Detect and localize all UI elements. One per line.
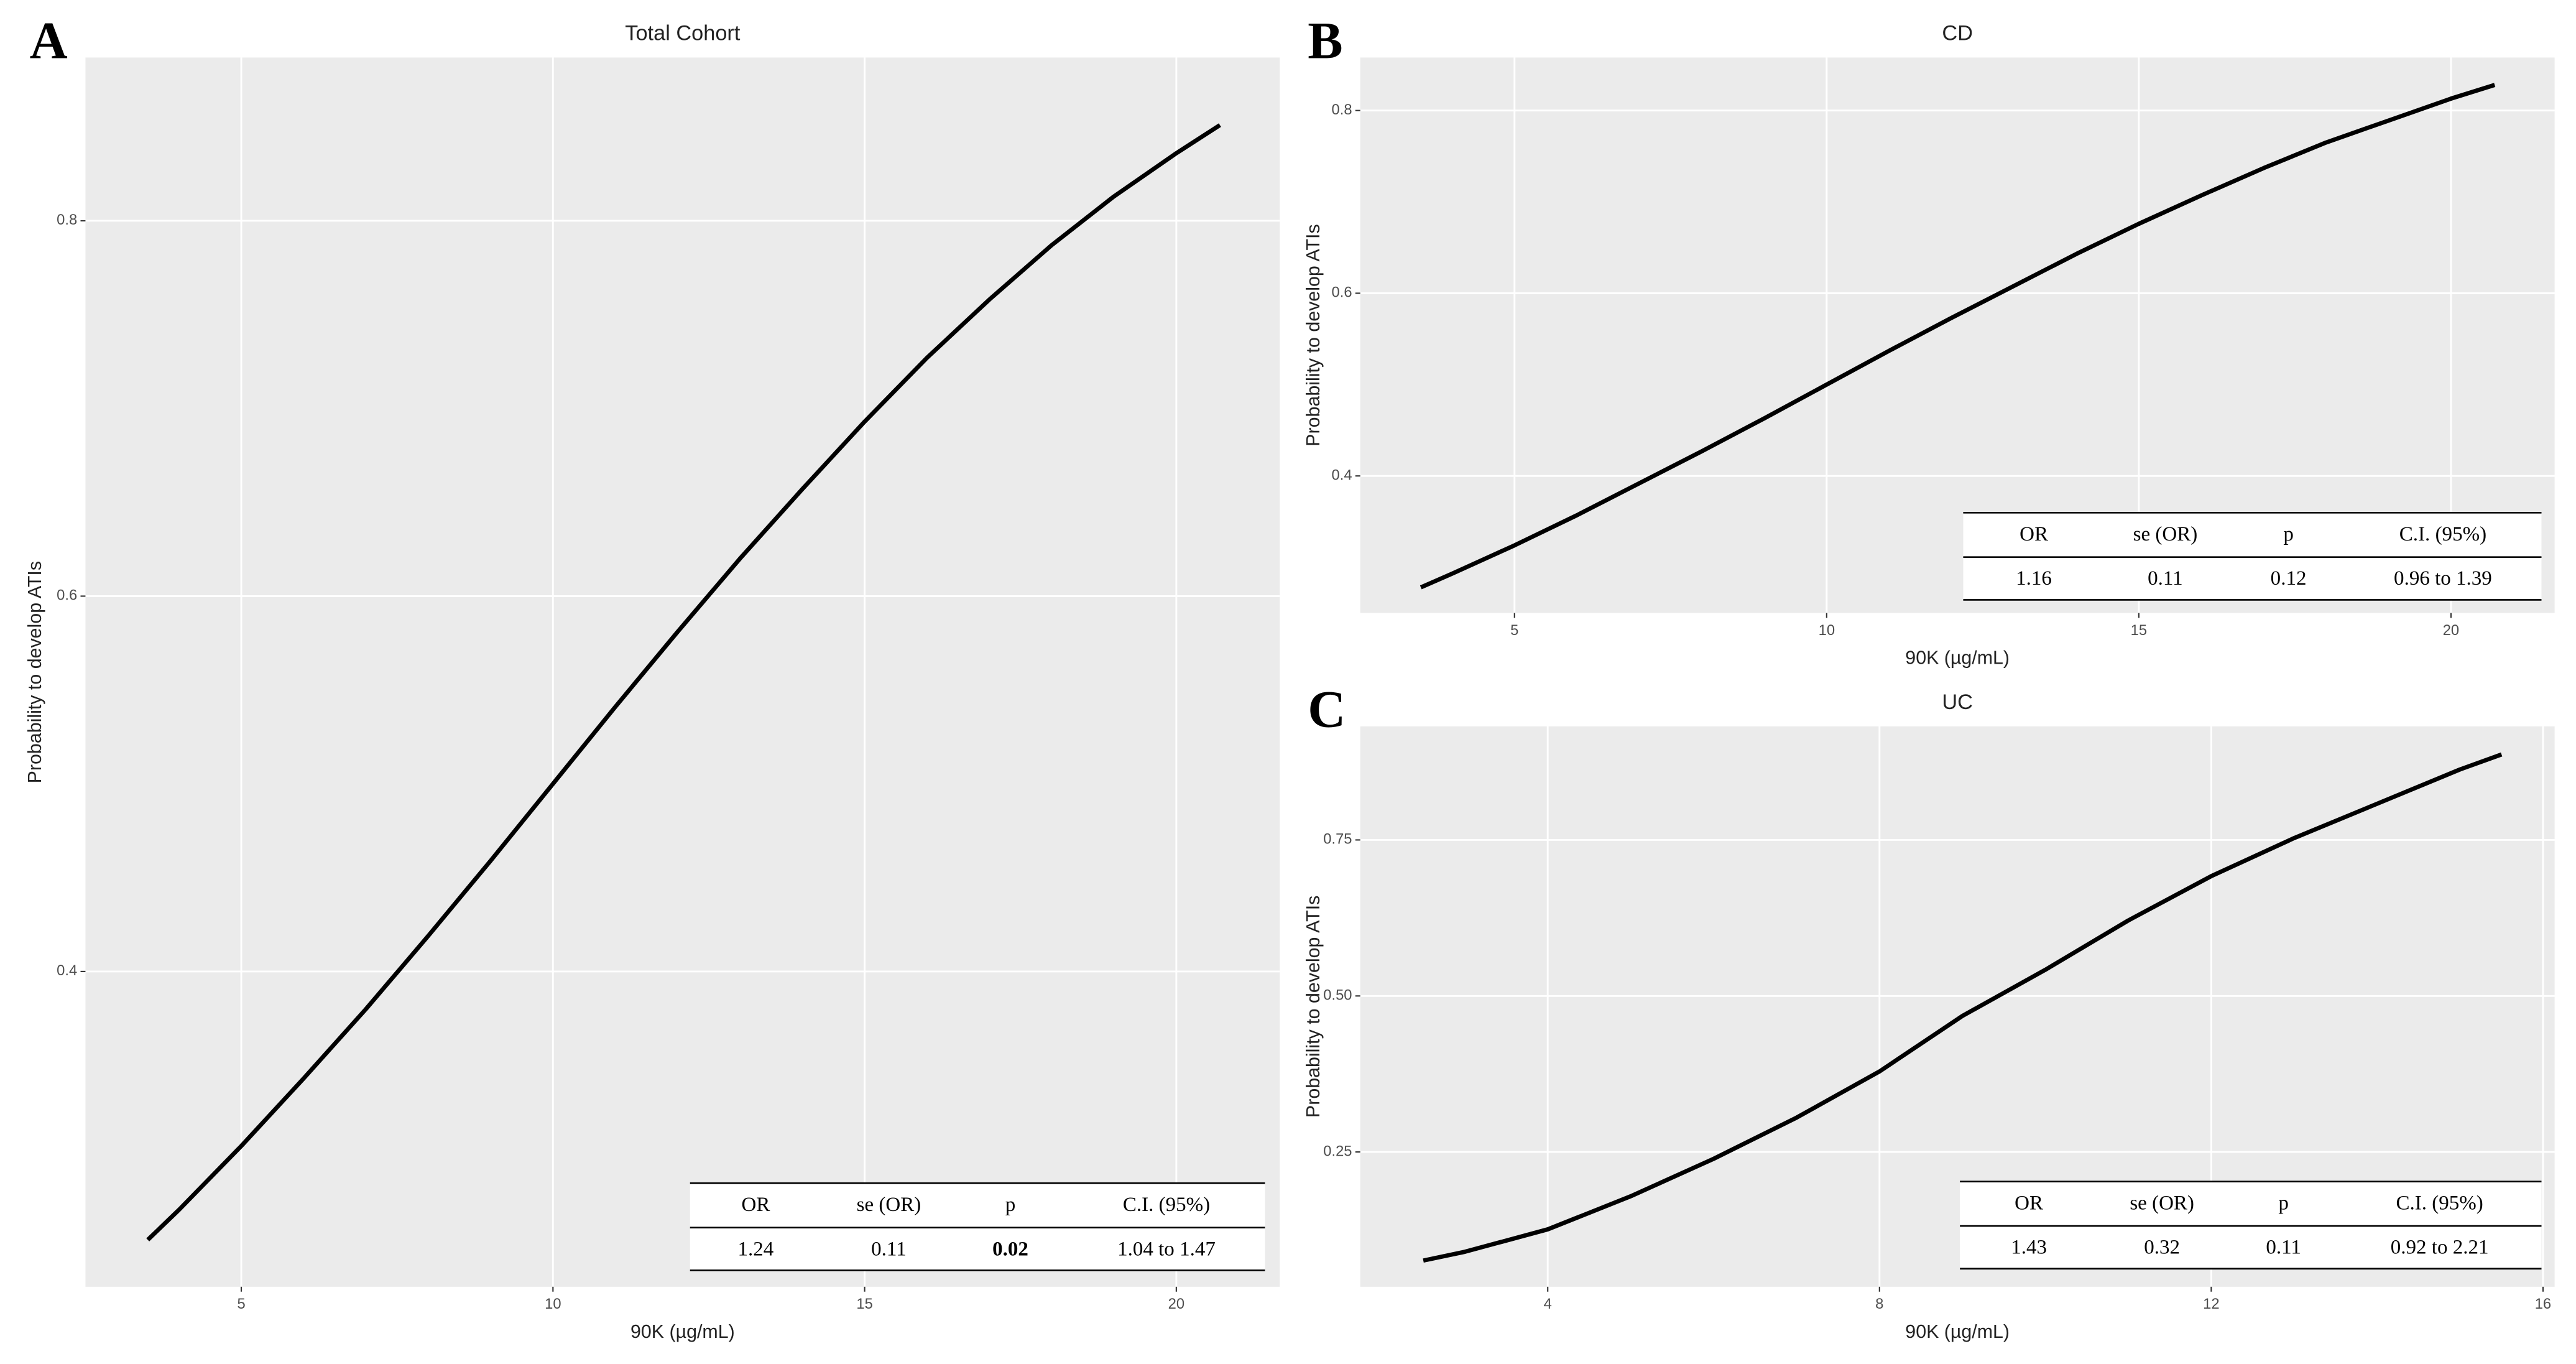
table-header: C.I. (95%) [2399,523,2486,545]
x-tick-label: 15 [2131,622,2147,639]
stats-table: OR se (OR) p C.I. (95%) 1.24 0.11 0.02 1.04 to … [690,1182,1265,1271]
y-axis-label: Probability to develop ATIs [1303,896,1324,1118]
x-tick-label: 20 [2443,622,2459,639]
x-axis-label: 90K (µg/mL) [1905,647,2010,669]
data-line [1423,752,2503,1263]
y-tick-label: 0.25 [1323,1143,1352,1159]
data-line [1420,83,2496,590]
chart-title: Total Cohort [625,22,741,45]
table-cell: 0.11 [2148,567,2183,590]
table-cell: 0.32 [2144,1236,2180,1259]
y-tick-label: 0.8 [1331,101,1352,118]
y-axis-label: Probability to develop ATIs [24,561,45,783]
table-header: p [2278,1192,2289,1214]
y-tick-label: 0.75 [1323,831,1352,848]
panel-letter: C [1308,681,1346,739]
table-cell: 0.92 to 2.21 [2391,1236,2489,1259]
table-cell: 0.11 [2266,1236,2301,1259]
x-tick-label: 20 [1168,1296,1184,1312]
panel: 4 8 12 16 0.25 0.50 0.75 UC C 90K (µg/mL) Probabil… [1303,681,2555,1342]
table-cell: 1.04 to 1.47 [1117,1238,1216,1260]
chart-title: UC [1942,690,1973,714]
table-header: C.I. (95%) [1123,1194,1210,1216]
panel: 5 10 15 20 0.4 0.6 0.8 Total Cohort A 90K (µg/mL)… [24,12,1280,1342]
table-cell: 0.11 [871,1238,907,1260]
x-tick-label: 5 [237,1296,245,1312]
table-header: p [2283,523,2294,545]
stats-table: OR se (OR) p C.I. (95%) 1.16 0.11 0.12 0.96 to … [1963,512,2542,601]
y-tick-label: 0.6 [1331,284,1352,301]
y-tick-label: 0.50 [1323,987,1352,1004]
x-tick-label: 4 [1544,1296,1552,1312]
table-header: OR [2015,1192,2043,1214]
x-tick-label: 15 [856,1296,872,1312]
panel: 5 10 15 20 0.4 0.6 0.8 CD B 90K (µg/mL) Probabilit… [1303,12,2555,669]
table-header: OR [741,1194,770,1216]
y-tick-label: 0.6 [57,587,77,604]
table-header: se (OR) [857,1194,921,1216]
table-cell: 0.02 [992,1238,1028,1260]
x-tick-label: 5 [1510,622,1518,639]
x-axis-label: 90K (µg/mL) [1905,1321,2010,1342]
x-tick-label: 10 [545,1296,561,1312]
y-tick-label: 0.4 [1331,466,1352,483]
table-cell: 0.96 to 1.39 [2394,567,2492,590]
y-axis-label: Probability to develop ATIs [1303,224,1324,446]
chart-title: CD [1942,22,1973,45]
table-cell: 1.16 [2016,567,2052,590]
table-cell: 1.24 [738,1238,774,1260]
data-line [146,123,1221,1241]
panel-letter: B [1308,12,1342,70]
table-cell: 0.12 [2271,567,2307,590]
x-axis-label: 90K (µg/mL) [630,1321,735,1342]
panel-letter: A [30,12,68,70]
x-tick-label: 12 [2203,1296,2219,1312]
table-header: p [1005,1194,1016,1216]
plot-background [85,57,1280,1287]
table-cell: 1.43 [2011,1236,2047,1259]
table-header: se (OR) [2133,523,2198,545]
x-tick-label: 10 [1819,622,1835,639]
y-tick-label: 0.8 [57,211,77,228]
table-header: C.I. (95%) [2396,1192,2483,1214]
x-tick-label: 8 [1875,1296,1883,1312]
x-tick-label: 16 [2535,1296,2551,1312]
table-header: se (OR) [2130,1192,2194,1214]
y-tick-label: 0.4 [57,962,77,979]
table-header: OR [2020,523,2048,545]
stats-table: OR se (OR) p C.I. (95%) 1.43 0.32 0.11 0.92 to … [1960,1181,2542,1270]
